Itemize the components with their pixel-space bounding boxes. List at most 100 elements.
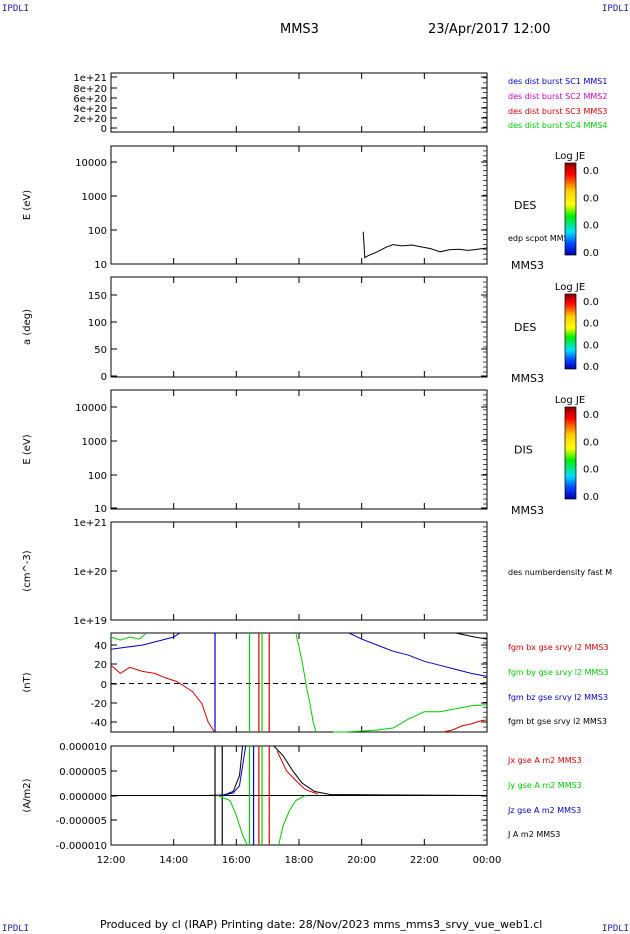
panel-frame-density	[110, 521, 488, 621]
instrument-label: DIS	[514, 444, 533, 457]
spacecraft-label: MMS3	[511, 259, 544, 272]
y-tick-label: 100	[88, 318, 107, 329]
colorbar-tick-label: 0.0	[583, 166, 599, 177]
legend-label: fgm bx gse srvy l2 MMS3	[508, 643, 609, 652]
corner-label-bottom-left: IPDLI	[2, 924, 30, 934]
legend-label: J A m2 MMS3	[507, 830, 560, 839]
legend-label: fgm bt gse srvy l2 MMS3	[508, 717, 607, 726]
series-line	[110, 664, 215, 733]
colorbar-tick-label: 0.0	[583, 492, 599, 503]
y-axis-label: (nT)	[22, 672, 33, 692]
corner-label-bottom-right: IPDLI	[602, 924, 630, 934]
y-axis-label: (A/m2)	[22, 778, 33, 812]
series-line	[362, 231, 488, 259]
x-tick-label: 16:00	[222, 855, 251, 866]
series-line	[220, 745, 247, 796]
series-line	[273, 745, 488, 796]
panel-frame-dis_energy	[110, 389, 488, 510]
panel-frame-burst	[110, 72, 488, 133]
colorbar	[564, 162, 577, 256]
colorbar-tick-label: 0.0	[583, 340, 599, 351]
legend-label: des dist burst SC4 MMS4	[508, 121, 607, 130]
legend-label: des dist burst SC2 MMS2	[508, 92, 607, 101]
y-tick-label: 1e+21	[73, 518, 107, 529]
legend-label: des numberdensity fast M	[508, 568, 612, 577]
legend-label: des dist burst SC1 MMS1	[508, 77, 607, 86]
colorbar-tick-label: 0.0	[583, 465, 599, 476]
colorbar	[564, 293, 577, 370]
y-tick-label: 1000	[82, 192, 107, 203]
y-tick-label: 10	[94, 260, 107, 271]
y-tick-label: -0.000005	[56, 816, 107, 827]
y-tick-label: 50	[94, 345, 107, 356]
spacecraft-label: MMS3	[511, 372, 544, 385]
instrument-label: DES	[514, 199, 536, 212]
y-tick-label: 0	[101, 372, 107, 383]
series-line	[333, 704, 488, 733]
y-tick-label: 0.000005	[59, 767, 107, 778]
y-tick-label: 1e+20	[73, 567, 107, 578]
series-line	[278, 795, 306, 846]
y-axis-label: E (eV)	[22, 190, 33, 220]
y-axis-label: (cm^-3)	[22, 550, 33, 591]
x-tick-label: 18:00	[285, 855, 314, 866]
legend-label: fgm by gse srvy l2 MMS3	[508, 668, 609, 677]
y-tick-label: 40	[94, 641, 107, 652]
colorbar-tick-label: 0.0	[583, 221, 599, 232]
y-tick-label: 4e+20	[73, 104, 107, 115]
series-line	[111, 745, 244, 796]
series-line	[348, 632, 488, 677]
y-tick-label: 10000	[75, 403, 107, 414]
series-line	[110, 633, 146, 641]
y-tick-label: 1e+19	[73, 616, 107, 627]
y-tick-label: 6e+20	[73, 94, 107, 105]
colorbar-title: Log JE	[555, 151, 585, 162]
legend-label: Jy gse A m2 MMS3	[507, 781, 582, 790]
colorbar-tick-label: 0.0	[583, 248, 599, 259]
colorbar-tick-label: 0.0	[583, 297, 599, 308]
colorbar-title: Log JE	[555, 282, 585, 293]
y-tick-label: 0	[101, 124, 107, 135]
panel-frame-des_energy	[110, 145, 488, 265]
legend-label: Jx gse A m2 MMS3	[507, 756, 582, 765]
colorbar	[564, 406, 577, 500]
x-tick-label: 00:00	[473, 855, 502, 866]
spacecraft-title: MMS3	[280, 22, 319, 37]
legend-label: fgm bz gse srvy l2 MMS3	[508, 693, 608, 702]
colorbar-tick-label: 0.0	[583, 319, 599, 330]
legend-label: Jz gse A m2 MMS3	[507, 806, 581, 815]
y-tick-label: 0	[101, 680, 107, 691]
footer-credit: Produced by cl (IRAP) Printing date: 28/…	[100, 918, 543, 931]
y-axis-label: a (deg)	[22, 309, 33, 345]
y-tick-label: -40	[91, 718, 107, 729]
y-tick-label: 0.000000	[59, 792, 107, 803]
y-tick-label: 1e+21	[73, 73, 107, 84]
colorbar-tick-label: 0.0	[583, 410, 599, 421]
corner-label-top-right: IPDLI	[602, 4, 630, 14]
y-tick-label: -20	[91, 699, 107, 710]
y-tick-label: 100	[88, 471, 107, 482]
y-tick-label: 20	[94, 660, 107, 671]
series-line	[217, 795, 248, 846]
colorbar-title: Log JE	[555, 395, 585, 406]
y-tick-label: 150	[88, 291, 107, 302]
x-tick-label: 12:00	[97, 855, 126, 866]
y-axis-label: E (eV)	[22, 434, 33, 464]
panel-frame-des_pitch	[110, 276, 488, 378]
y-tick-label: 1000	[82, 437, 107, 448]
corner-label-top-left: IPDLI	[2, 4, 30, 14]
colorbar-tick-label: 0.0	[583, 362, 599, 373]
overlay-label: edp scpot MMS3	[508, 234, 574, 243]
y-tick-label: 8e+20	[73, 84, 107, 95]
x-tick-label: 14:00	[159, 855, 188, 866]
x-tick-label: 20:00	[347, 855, 376, 866]
colorbar-tick-label: 0.0	[583, 193, 599, 204]
y-tick-label: 10000	[75, 158, 107, 169]
y-tick-label: 100	[88, 226, 107, 237]
instrument-label: DES	[514, 321, 536, 334]
series-line	[276, 750, 318, 795]
series-line	[455, 632, 488, 640]
y-tick-label: 0.000010	[59, 742, 107, 753]
series-line	[110, 632, 181, 650]
